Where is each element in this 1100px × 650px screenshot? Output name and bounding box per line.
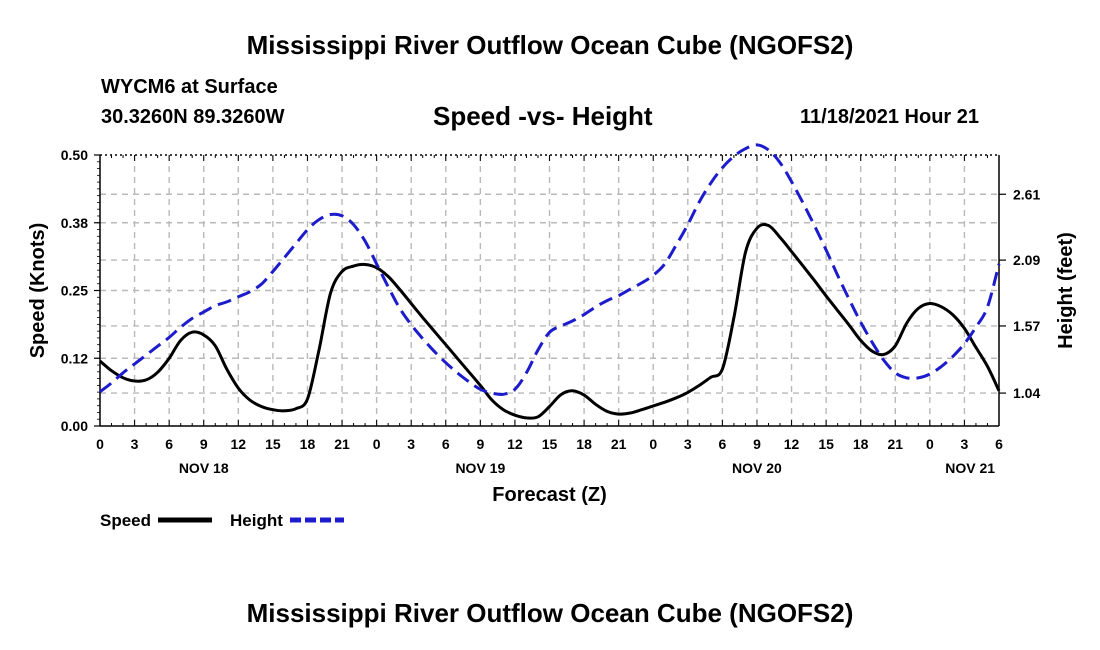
x-day-label: NOV 21 [945, 460, 995, 476]
x-tick-label: 18 [853, 436, 869, 452]
datetime-label: 11/18/2021 Hour 21 [800, 106, 980, 128]
x-axis-title: Forecast (Z) [492, 484, 606, 506]
y-tick-label: 0.25 [61, 283, 88, 299]
x-tick-label: 9 [476, 436, 484, 452]
x-tick-label: 6 [718, 436, 726, 452]
x-tick-label: 18 [300, 436, 316, 452]
x-tick-label: 15 [542, 436, 558, 452]
x-tick-label: 3 [407, 436, 415, 452]
x-tick-label: 21 [887, 436, 903, 452]
x-tick-label: 3 [961, 436, 969, 452]
x-day-label: NOV 19 [455, 460, 505, 476]
x-tick-label: 0 [373, 436, 381, 452]
x-tick-label: 9 [753, 436, 761, 452]
x-tick-label: 0 [649, 436, 657, 452]
legend-speed-label: Speed [100, 511, 151, 530]
x-tick-label: 12 [784, 436, 800, 452]
y-tick-label: 0.38 [61, 215, 88, 231]
x-tick-label: 6 [165, 436, 173, 452]
x-tick-label: 18 [576, 436, 592, 452]
speed-series-line [99, 222, 1001, 420]
x-tick-label: 12 [231, 436, 247, 452]
x-tick-label: 6 [995, 436, 1003, 452]
height-series-line [99, 143, 1001, 397]
x-tick-label: 21 [334, 436, 350, 452]
x-tick-label: 21 [611, 436, 627, 452]
legend-height-label: Height [230, 511, 283, 530]
x-tick-label: 15 [265, 436, 281, 452]
coordinates-label: 30.3260N 89.3260W [101, 106, 285, 128]
x-tick-label: 3 [131, 436, 139, 452]
footer-title: Mississippi River Outflow Ocean Cube (NG… [246, 598, 854, 628]
station-label: WYCM6 at Surface [101, 76, 278, 98]
x-tick-label: 9 [200, 436, 208, 452]
chart-title: Mississippi River Outflow Ocean Cube (NG… [246, 30, 854, 60]
y2-tick-label: 2.61 [1013, 186, 1040, 202]
x-day-label: NOV 18 [179, 460, 229, 476]
x-tick-label: 12 [507, 436, 523, 452]
y-tick-label: 0.50 [61, 147, 88, 163]
y2-tick-label: 1.57 [1013, 318, 1040, 334]
y-tick-label: 0.12 [61, 350, 88, 366]
x-day-label: NOV 20 [732, 460, 782, 476]
x-tick-label: 6 [442, 436, 450, 452]
y-tick-label: 0.00 [61, 418, 88, 434]
chart-subtitle: Speed -vs- Height [433, 101, 653, 131]
x-tick-label: 15 [818, 436, 834, 452]
x-tick-label: 3 [684, 436, 692, 452]
x-tick-label: 0 [96, 436, 104, 452]
y2-axis-title: Height (feet) [1055, 232, 1077, 349]
y2-tick-label: 1.04 [1013, 385, 1040, 401]
y-axis-title: Speed (Knots) [27, 223, 49, 359]
x-tick-label: 0 [926, 436, 934, 452]
y2-tick-label: 2.09 [1013, 252, 1040, 268]
